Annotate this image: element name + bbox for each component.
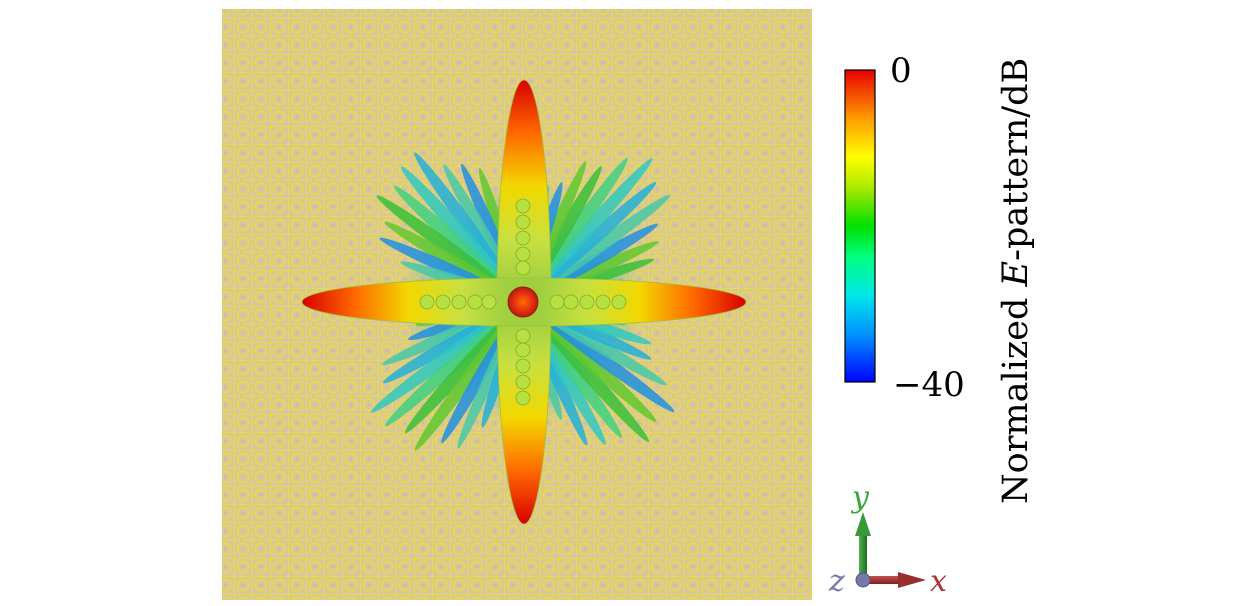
x-axis-arrowhead: [898, 572, 926, 588]
colorbar: 0 −40 Normalized E-pattern/dB: [844, 51, 1036, 504]
colorbar-title-prefix: Normalized: [996, 286, 1036, 504]
z-axis-label: z: [828, 564, 845, 599]
colorbar-title-variable: E: [996, 261, 1036, 288]
x-axis-shaft: [866, 576, 900, 584]
sidelobe-spike: [535, 308, 667, 386]
lobe-bead: [467, 294, 483, 310]
lobe-bead: [435, 294, 451, 310]
lobe-bead: [515, 342, 531, 358]
sidelobe-spike: [370, 309, 512, 413]
sidelobe-spike: [414, 152, 516, 291]
sidelobe-spike: [376, 195, 512, 294]
lobe-bead: [579, 294, 595, 310]
lobe-bead: [515, 390, 531, 406]
y-axis-shaft: [859, 534, 867, 576]
colorbar-max-label: 0: [890, 51, 912, 91]
y-axis-arrowhead: [855, 512, 871, 536]
sidelobe-spike: [531, 313, 622, 438]
lobe-bead: [451, 294, 467, 310]
sidelobe-spike: [385, 311, 513, 427]
lobe-beads: [419, 198, 627, 406]
radiation-pattern: [301, 79, 747, 525]
sidelobe-spike: [534, 194, 671, 294]
sidelobe-spike: [384, 221, 511, 296]
lobe-bead: [611, 294, 627, 310]
sidelobe-spike: [534, 309, 675, 413]
sidelobe-spike: [532, 312, 650, 442]
z-axis-dot: [855, 572, 871, 588]
sidelobe-spike: [533, 181, 657, 293]
colorbar-title: Normalized E-pattern/dB: [996, 58, 1036, 504]
sidelobe-spike: [400, 166, 514, 292]
lobe-bead: [515, 246, 531, 262]
lobe-bead: [419, 294, 435, 310]
lobe-bead: [515, 374, 531, 390]
lobe-bead: [515, 328, 531, 344]
lobe-bead: [515, 358, 531, 374]
y-axis-label: y: [850, 480, 870, 515]
sidelobe-spike: [535, 223, 658, 296]
lobe-bead: [549, 294, 565, 310]
x-axis-label: x: [930, 564, 947, 599]
colorbar-scale: [844, 69, 876, 383]
sidelobe-spike: [414, 313, 515, 451]
lobe-bead: [563, 294, 579, 310]
sidelobe-spike: [530, 158, 628, 291]
lobe-bead: [515, 260, 531, 276]
sidelobe-spike: [394, 185, 513, 293]
colorbar-min-label: −40: [893, 365, 965, 405]
sidelobe-spike: [532, 158, 653, 292]
lobe-bead: [595, 294, 611, 310]
colorbar-title-suffix: -pattern/dB: [996, 58, 1036, 261]
lobe-bead: [515, 230, 531, 246]
axis-triad: y x z: [828, 480, 947, 599]
sidelobe-spike: [382, 308, 511, 384]
center-lobe: [507, 286, 539, 318]
lobe-bead: [481, 294, 497, 310]
sidelobe-spike: [404, 312, 514, 434]
sidelobe-spike: [533, 311, 657, 423]
lobe-bead: [515, 198, 531, 214]
lobe-bead: [515, 214, 531, 230]
